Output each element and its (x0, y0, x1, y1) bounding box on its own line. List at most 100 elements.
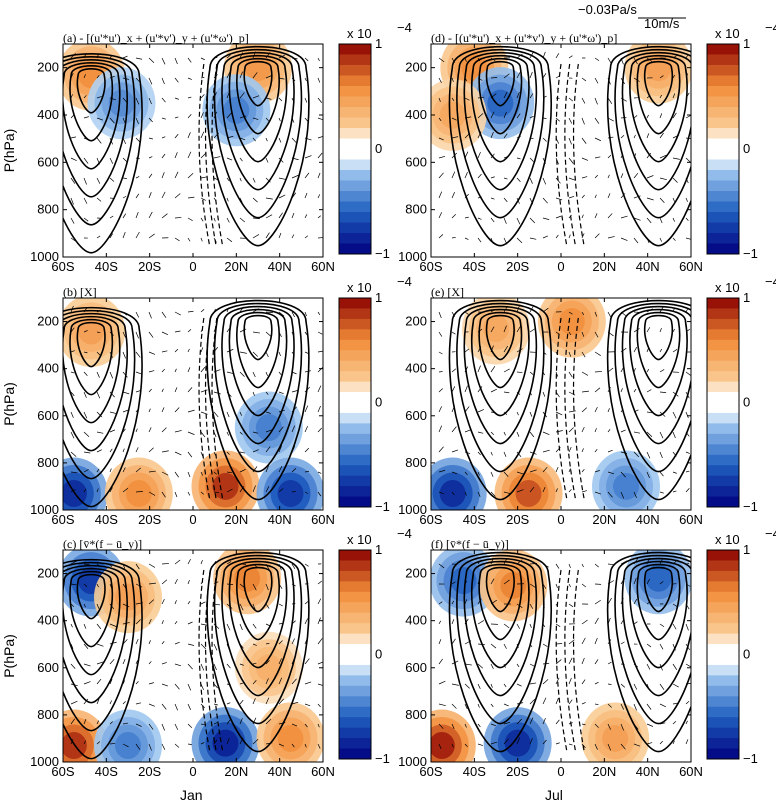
colorbar-swatch (339, 298, 371, 309)
wind-arrow (252, 623, 257, 629)
wind-arrow (70, 583, 77, 586)
wind-arrow (291, 701, 299, 705)
wind-arrow (451, 638, 456, 645)
colorbar-swatch (707, 454, 739, 466)
wind-arrow (317, 57, 320, 62)
wind-arrow (516, 623, 520, 629)
wind-arrow (529, 157, 534, 162)
wind-arrow (516, 157, 521, 160)
jet-contour-a-1 (221, 51, 295, 191)
wind-arrow (148, 470, 156, 473)
wind-arrow (568, 427, 574, 433)
wind-arrow (542, 235, 549, 239)
colorbar-exponent: x 10 (347, 26, 372, 41)
wind-arrow (477, 451, 481, 456)
wind-arrow (83, 451, 91, 454)
wind-arrow (304, 405, 309, 413)
wind-arrow (646, 114, 649, 119)
wind-arrow (503, 197, 508, 203)
x-tick-label: 0 (557, 259, 564, 274)
wind-arrow (252, 197, 258, 203)
wind-arrow (464, 348, 470, 353)
wind-arrow (568, 331, 572, 336)
easterly-contour (572, 317, 585, 501)
jet-contour-f-1 (643, 566, 674, 613)
wind-arrow (464, 723, 467, 728)
wind-arrow (581, 448, 584, 453)
wind-arrow (252, 391, 255, 396)
wind-arrow (594, 351, 601, 356)
top-vector-label-2: 10m/s (644, 16, 680, 31)
wind-arrow (607, 471, 615, 475)
wind-arrow (490, 643, 497, 649)
colorbar-swatch (339, 65, 371, 76)
wind-arrow (516, 471, 524, 475)
wind-arrow (161, 407, 165, 413)
x-tick-label: 20N (592, 512, 616, 527)
colorbar-swatch (339, 339, 371, 351)
colorbar-swatch (339, 149, 371, 160)
y-tick-label: 800 (405, 202, 427, 217)
wind-arrow (672, 740, 675, 745)
x-tick-label: 20N (224, 512, 248, 527)
jet-contour-b-1 (228, 308, 288, 417)
wind-arrow (646, 723, 654, 727)
jet-contour-d-0 (471, 54, 530, 163)
colorbar-swatch (339, 392, 371, 403)
wind-arrow (213, 643, 218, 651)
wind-arrow (516, 683, 522, 687)
x-tick-label: 0 (189, 764, 196, 779)
colorbar-swatch (339, 212, 371, 223)
colorbar-tick-label: −1 (743, 499, 758, 514)
wind-arrow (317, 152, 323, 159)
shading-blob-c-6 (212, 729, 239, 757)
wind-arrow (620, 173, 624, 179)
wind-arrow (265, 411, 271, 414)
wind-arrow (633, 217, 641, 221)
wind-arrow (594, 428, 597, 433)
wind-arrow (594, 743, 598, 750)
jet-contour-b-0 (76, 321, 106, 368)
x-tick-label: 20N (224, 259, 248, 274)
jet-contour-e-0 (478, 311, 523, 389)
x-tick-label: 60N (679, 259, 703, 274)
wind-arrow (252, 217, 260, 220)
wind-arrow (555, 697, 559, 705)
easterly-contour (211, 317, 224, 501)
wind-arrow (148, 599, 155, 605)
wind-arrow (200, 152, 207, 159)
wind-arrow (200, 601, 206, 605)
colorbar-swatch (707, 696, 739, 708)
wind-arrow (135, 212, 139, 219)
wind-arrow (542, 466, 548, 473)
wind-arrow (659, 740, 663, 745)
wind-arrow (646, 742, 653, 745)
wind-arrow (226, 431, 229, 436)
wind-arrow (278, 640, 283, 645)
x-tick-label: 20S (506, 259, 529, 274)
colorbar-swatch (339, 433, 371, 445)
wind-arrow (659, 94, 662, 99)
wind-arrow (174, 217, 182, 219)
wind-arrow (148, 57, 155, 63)
wind-arrow (252, 234, 260, 239)
wind-arrow (278, 212, 283, 219)
wind-arrow (633, 115, 638, 119)
wind-arrow (252, 117, 259, 120)
wind-arrow (148, 351, 156, 355)
wind-arrow (490, 197, 495, 200)
wind-arrow (135, 583, 143, 588)
wind-arrow (646, 389, 652, 393)
wind-arrow (672, 93, 676, 99)
wind-arrow (477, 723, 481, 728)
wind-arrow (451, 723, 455, 729)
wind-arrow (265, 718, 272, 725)
wind-arrow (226, 561, 232, 565)
wind-arrow (187, 643, 195, 646)
wind-arrow (135, 371, 143, 375)
wind-arrow (503, 721, 511, 725)
wind-arrow (148, 370, 155, 373)
wind-arrow (503, 111, 507, 119)
colorbar-swatch (339, 550, 371, 561)
wind-arrow (464, 743, 468, 748)
